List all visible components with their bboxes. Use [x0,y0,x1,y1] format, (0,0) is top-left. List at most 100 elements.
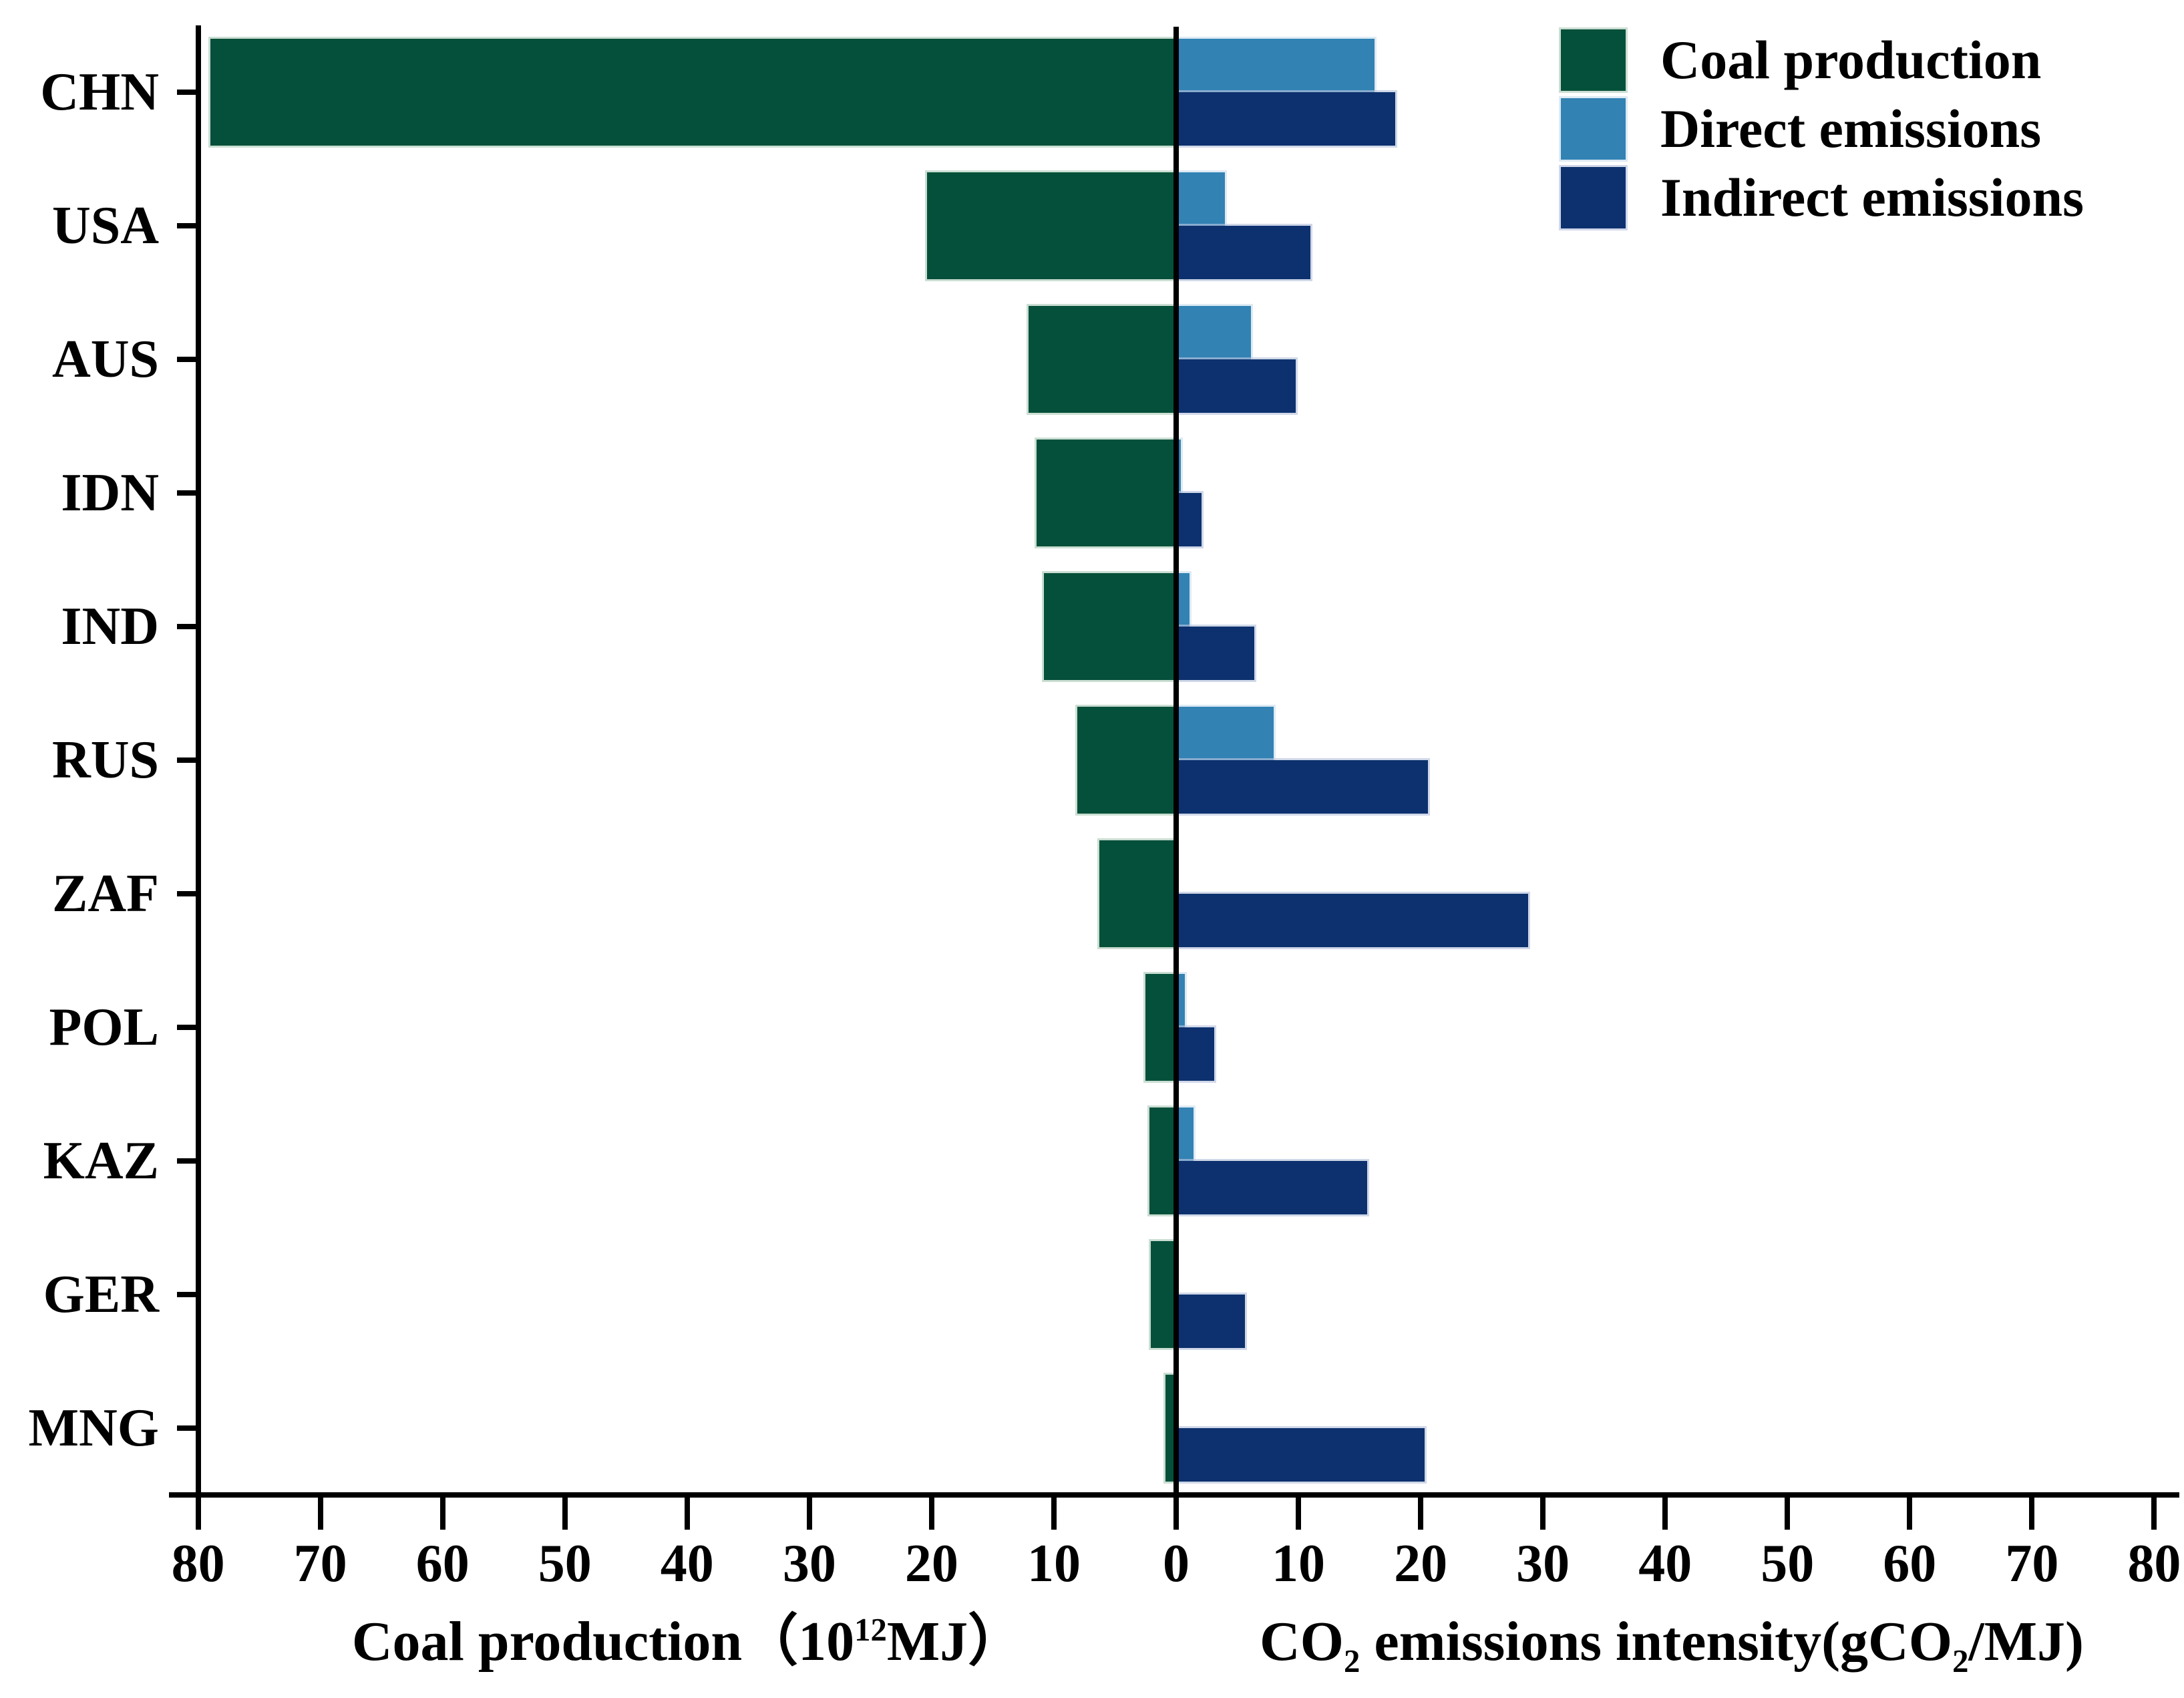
legend-swatch-coal-production [1561,29,1626,91]
category-tick-ind [177,624,196,629]
country-label-zaf: ZAF [52,864,159,923]
bar-direct-rus [1176,707,1274,760]
x-tick-label-left-10: 10 [1027,1534,1081,1593]
country-label-usa: USA [51,196,159,255]
x-axis-title-right-text-2: emissions intensity(gCO [1360,1610,1953,1673]
bar-indirect-mng [1176,1428,1425,1482]
country-label-rus: RUS [51,731,159,790]
x-tick-left-70 [317,1498,323,1530]
x-tick-label-left-50: 50 [538,1534,592,1593]
bar-coal-mng [1165,1375,1176,1482]
y-axis-left-spine [196,25,201,1498]
bar-indirect-usa [1176,226,1311,279]
x-tick-label-left-70: 70 [293,1534,347,1593]
bar-direct-chn [1176,39,1375,92]
x-tick-right-50 [1785,1498,1791,1530]
category-tick-chn [177,90,196,95]
bar-indirect-aus [1176,359,1296,413]
bar-indirect-kaz [1176,1161,1367,1214]
x-tick-label-right-30: 30 [1516,1534,1570,1593]
x-axis-title-right-subscript-2: 2 [1952,1643,1969,1679]
x-tick-label-left-30: 30 [782,1534,836,1593]
legend: Coal production Direct emissions Indirec… [1561,29,2084,236]
country-label-idn: IDN [61,464,159,522]
country-label-kaz: KAZ [43,1132,159,1190]
bar-indirect-zaf [1176,894,1529,947]
x-tick-left-30 [806,1498,812,1530]
x-axis-bottom-spine [169,1492,2179,1498]
x-tick-label-right-20: 20 [1394,1534,1448,1593]
category-tick-pol [177,1025,196,1030]
x-axis-title-left: Coal production（1012MJ） [352,1608,1024,1675]
bar-direct-kaz [1176,1108,1194,1161]
x-tick-label-right-60: 60 [1883,1534,1937,1593]
bar-coal-kaz [1149,1108,1176,1214]
x-tick-left-50 [562,1498,568,1530]
x-tick-label-right-10: 10 [1272,1534,1326,1593]
legend-item-indirect-emissions: Indirect emissions [1561,167,2084,228]
x-tick-label-right-50: 50 [1761,1534,1815,1593]
legend-swatch-direct-emissions [1561,98,1626,160]
x-axis-title-left-text: Coal production（10 [351,1610,855,1673]
legend-item-coal-production: Coal production [1561,29,2084,91]
legend-label-coal-production: Coal production [1660,29,2042,90]
country-label-pol: POL [49,998,159,1057]
x-tick-right-10 [1296,1498,1302,1530]
x-axis-title-left-superscript: 12 [854,1612,887,1648]
bar-coal-chn [210,39,1176,146]
x-tick-label-left-0: 0 [1163,1534,1190,1593]
country-label-ind: IND [61,597,159,656]
x-tick-label-left-80: 80 [171,1534,225,1593]
x-tick-label-right-80: 80 [2127,1534,2181,1593]
x-tick-left-60 [439,1498,445,1530]
category-tick-rus [177,757,196,763]
bar-direct-ind [1176,573,1190,627]
x-tick-left-80 [195,1498,201,1530]
country-label-ger: GER [43,1265,159,1324]
x-tick-right-20 [1418,1498,1424,1530]
x-tick-left-0 [1173,1498,1179,1530]
x-axis-title-right-subscript-1: 2 [1343,1643,1360,1679]
x-tick-right-70 [2029,1498,2035,1530]
bar-coal-usa [926,172,1176,279]
country-label-mng: MNG [28,1399,159,1458]
bar-coal-aus [1028,306,1176,413]
bar-coal-rus [1077,707,1176,814]
zero-baseline [1173,27,1179,1498]
country-label-chn: CHN [40,63,159,122]
x-tick-left-10 [1051,1498,1057,1530]
x-axis-title-right: CO2 emissions intensity(gCO2/MJ) [1259,1608,2084,1677]
x-tick-right-80 [2151,1498,2157,1530]
x-tick-label-left-40: 40 [660,1534,714,1593]
bar-indirect-ind [1176,627,1255,680]
category-tick-zaf [177,891,196,896]
bar-coal-pol [1145,974,1176,1081]
legend-label-indirect-emissions: Indirect emissions [1660,167,2084,228]
country-label-aus: AUS [51,330,159,389]
category-tick-usa [177,223,196,228]
legend-label-direct-emissions: Direct emissions [1660,98,2042,159]
bar-coal-ger [1150,1241,1176,1348]
bar-indirect-idn [1176,493,1202,546]
x-tick-label-right-70: 70 [2005,1534,2059,1593]
x-tick-right-30 [1540,1498,1546,1530]
bar-coal-ind [1044,573,1176,680]
category-tick-kaz [177,1158,196,1164]
bar-indirect-chn [1176,92,1395,146]
x-tick-label-left-60: 60 [415,1534,470,1593]
bar-indirect-rus [1176,760,1429,814]
x-axis-title-right-text-1: CO [1259,1610,1344,1673]
x-tick-label-right-40: 40 [1638,1534,1692,1593]
category-tick-idn [177,490,196,496]
legend-item-direct-emissions: Direct emissions [1561,98,2084,160]
legend-swatch-indirect-emissions [1561,167,1626,228]
x-tick-right-40 [1662,1498,1668,1530]
x-axis-title-right-text-3: /MJ) [1968,1610,2084,1673]
x-tick-label-left-20: 20 [904,1534,958,1593]
bar-coal-idn [1037,440,1176,546]
category-tick-mng [177,1425,196,1431]
x-tick-right-60 [1907,1498,1913,1530]
category-tick-ger [177,1292,196,1297]
bar-indirect-pol [1176,1027,1214,1081]
